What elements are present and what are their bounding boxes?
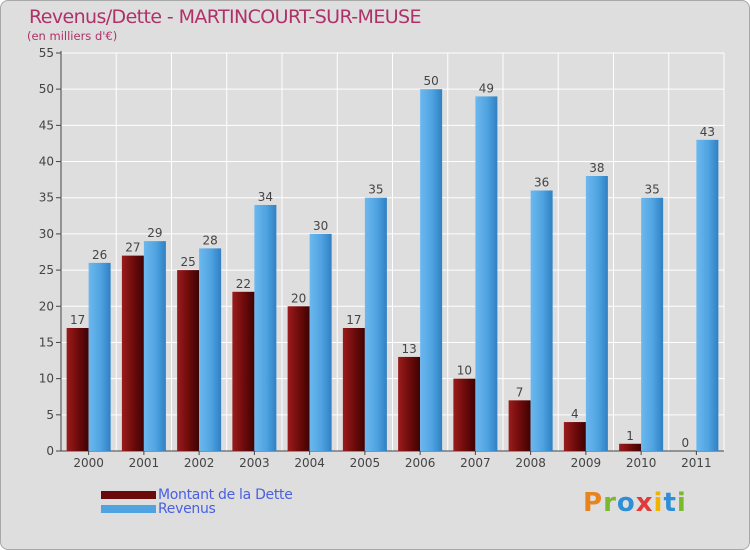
y-tick-label: 20 xyxy=(39,299,54,313)
bar-revenus xyxy=(696,139,719,451)
legend-label-revenus: Revenus xyxy=(158,501,216,517)
bar-revenus xyxy=(641,197,664,451)
value-label-revenus: 26 xyxy=(92,248,107,262)
bar-dette xyxy=(287,306,310,451)
bar-dette xyxy=(563,422,586,451)
bar-revenus xyxy=(199,248,222,451)
bar-dette xyxy=(66,327,89,451)
y-tick-label: 5 xyxy=(46,408,54,422)
x-tick-label: 2007 xyxy=(460,456,491,470)
legend-swatch-revenus xyxy=(101,505,156,513)
legend-item-revenus: Revenus xyxy=(101,501,216,517)
bar-dette xyxy=(398,356,421,451)
y-tick-label: 45 xyxy=(39,118,54,132)
value-label-dette: 22 xyxy=(236,277,251,291)
x-tick-label: 2002 xyxy=(184,456,215,470)
bar-dette xyxy=(508,400,531,451)
logo-letter: x xyxy=(635,488,654,518)
value-label-dette: 25 xyxy=(180,255,195,269)
value-label-dette: 0 xyxy=(682,436,690,450)
value-label-revenus: 34 xyxy=(258,190,273,204)
x-tick-label: 2005 xyxy=(350,456,381,470)
value-label-revenus: 35 xyxy=(368,183,383,197)
x-tick-label: 2006 xyxy=(405,456,436,470)
bar-dette xyxy=(619,443,642,451)
bar-revenus xyxy=(475,96,498,451)
value-label-revenus: 50 xyxy=(423,74,438,88)
y-tick-label: 10 xyxy=(39,372,54,386)
y-tick-label: 25 xyxy=(39,263,54,277)
value-label-revenus: 38 xyxy=(589,161,604,175)
value-label-revenus: 30 xyxy=(313,219,328,233)
logo-letter: i xyxy=(676,488,687,518)
x-tick-label: 2010 xyxy=(626,456,657,470)
x-tick-label: 2009 xyxy=(571,456,602,470)
value-label-dette: 4 xyxy=(571,407,579,421)
bar-revenus xyxy=(143,241,166,451)
x-tick-label: 2000 xyxy=(73,456,104,470)
bar-dette xyxy=(342,327,365,451)
value-label-revenus: 28 xyxy=(202,233,217,247)
y-tick-label: 0 xyxy=(46,444,54,458)
logo-letter: r xyxy=(603,488,617,518)
bar-revenus xyxy=(309,233,332,451)
legend-label-dette: Montant de la Dette xyxy=(158,487,293,503)
value-label-revenus: 49 xyxy=(479,81,494,95)
logo-letter: t xyxy=(663,488,677,518)
bar-dette xyxy=(177,270,200,451)
logo-letter: i xyxy=(653,488,664,518)
bar-revenus xyxy=(364,197,387,451)
bar-revenus xyxy=(530,190,553,451)
value-label-dette: 1 xyxy=(626,429,634,443)
y-tick-label: 30 xyxy=(39,227,54,241)
chart-subtitle: (en milliers d'€) xyxy=(27,29,118,43)
value-label-revenus: 36 xyxy=(534,175,549,189)
bar-dette xyxy=(453,378,476,451)
y-tick-label: 35 xyxy=(39,191,54,205)
gridlines xyxy=(60,52,725,452)
bar-dette xyxy=(232,291,255,451)
bars xyxy=(66,89,719,451)
y-tick-label: 50 xyxy=(39,82,54,96)
logo-letter: P xyxy=(583,488,604,518)
y-tick-label: 40 xyxy=(39,155,54,169)
y-tick-label: 55 xyxy=(39,46,54,60)
value-label-revenus: 43 xyxy=(700,125,715,139)
x-tick-label: 2001 xyxy=(129,456,160,470)
proxiti-logo: Proxiti xyxy=(583,488,687,518)
bar-revenus xyxy=(254,204,277,451)
x-tick-label: 2004 xyxy=(294,456,325,470)
bar-dette xyxy=(121,255,144,451)
value-label-revenus: 35 xyxy=(644,183,659,197)
value-label-dette: 13 xyxy=(401,342,416,356)
value-label-dette: 20 xyxy=(291,291,306,305)
x-tick-label: 2003 xyxy=(239,456,270,470)
legend-item-dette: Montant de la Dette xyxy=(101,487,293,503)
x-tick-label: 2008 xyxy=(515,456,546,470)
legend-swatch-dette xyxy=(101,491,156,499)
bar-revenus xyxy=(585,176,608,451)
y-tick-label: 15 xyxy=(39,335,54,349)
value-label-dette: 17 xyxy=(70,313,85,327)
value-label-revenus: 29 xyxy=(147,226,162,240)
chart-title: Revenus/Dette - MARTINCOURT-SUR-MEUSE xyxy=(29,6,422,28)
value-label-dette: 10 xyxy=(457,364,472,378)
data-labels: 1727252220171310741026292834303550493638… xyxy=(70,74,715,450)
value-label-dette: 17 xyxy=(346,313,361,327)
value-label-dette: 7 xyxy=(516,385,524,399)
logo-letter: o xyxy=(616,488,636,518)
bar-revenus xyxy=(420,89,443,451)
value-label-dette: 27 xyxy=(125,241,140,255)
x-tick-label: 2011 xyxy=(681,456,712,470)
bar-revenus xyxy=(88,262,111,451)
